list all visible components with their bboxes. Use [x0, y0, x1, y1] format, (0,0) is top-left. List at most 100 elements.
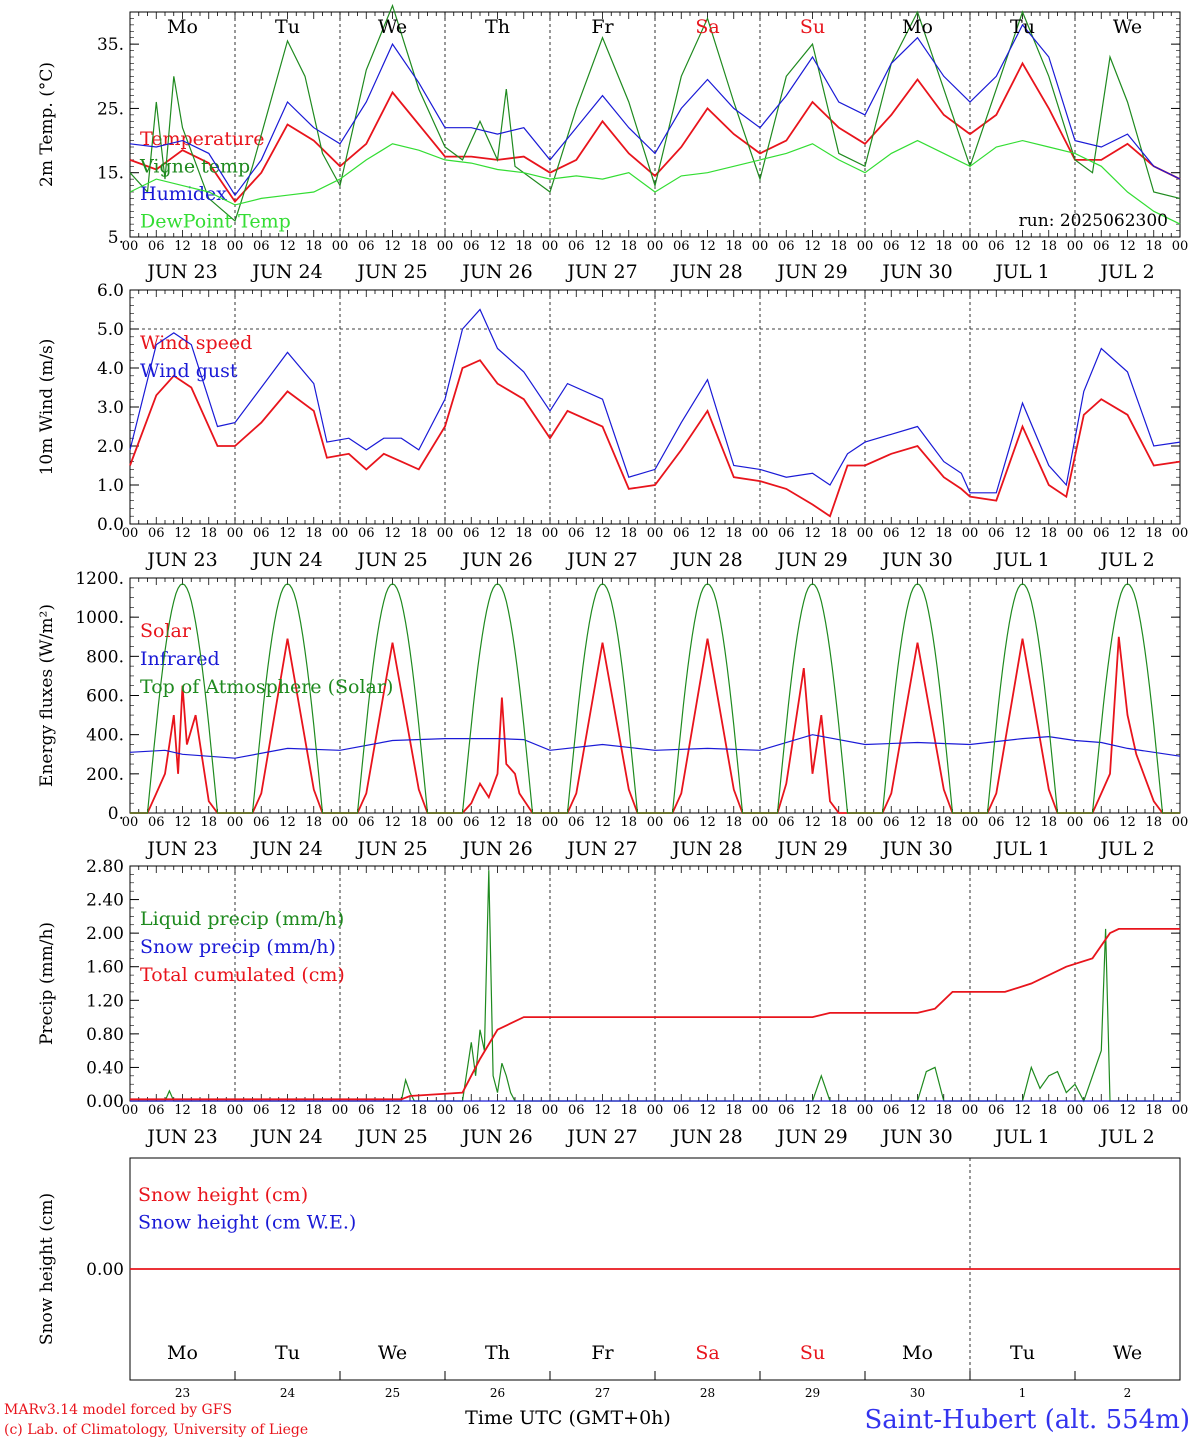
hour-tick-label: 06: [673, 1103, 690, 1118]
hour-tick-label: 00: [542, 526, 559, 541]
hour-tick-label: 18: [620, 815, 637, 830]
hour-tick-label: 18: [1145, 1103, 1162, 1118]
weekday-label: Mo: [167, 1342, 198, 1364]
hour-tick-label: 12: [489, 815, 506, 830]
hour-tick-label: 00: [1172, 239, 1189, 254]
hour-tick-label: 00: [1067, 526, 1084, 541]
weekday-label: We: [378, 16, 407, 38]
weekday-label: Mo: [902, 1342, 933, 1364]
hour-tick-label: 12: [804, 1103, 821, 1118]
y-tick-label: 400.: [86, 726, 124, 746]
series-line-3-2: [129, 734, 1181, 759]
weekday-label: Fr: [591, 16, 614, 38]
date-label: JUN 24: [250, 1126, 322, 1148]
hour-tick-label: 06: [1093, 239, 1110, 254]
legend-entry: Humidex: [140, 183, 227, 205]
hour-tick-label: 00: [647, 239, 664, 254]
hour-tick-label: 00: [332, 239, 349, 254]
date-label: JUN 25: [355, 838, 427, 860]
series-line-4-3: [130, 928, 1180, 1101]
date-label: JUN 30: [880, 261, 952, 283]
hour-tick-label: 00: [122, 526, 139, 541]
hour-tick-label: 18: [935, 526, 952, 541]
hour-tick-label: 12: [699, 815, 716, 830]
date-label: JUL 2: [1098, 261, 1154, 283]
date-label: JUN 30: [880, 1126, 952, 1148]
weekday-label: Su: [800, 16, 825, 38]
y-tick-label: 0.: [108, 804, 124, 824]
hour-tick-label: 00: [1067, 815, 1084, 830]
hour-tick-label: 06: [1093, 1103, 1110, 1118]
y-axis-label: Precip (mm/h): [37, 922, 57, 1045]
date-label: JUN 27: [565, 261, 637, 283]
weekday-label: Tu: [275, 16, 300, 38]
hour-tick-label: 18: [515, 815, 532, 830]
hour-tick-label: 00: [227, 815, 244, 830]
weekday-label: Tu: [1010, 16, 1035, 38]
hour-tick-label: 12: [699, 526, 716, 541]
hour-tick-label: 00: [332, 815, 349, 830]
y-tick-label: 1.0: [97, 476, 124, 496]
weekday-label: We: [378, 1342, 407, 1364]
date-label: JUN 29: [775, 838, 847, 860]
hour-tick-label: 00: [1067, 1103, 1084, 1118]
hour-tick-label: 00: [122, 815, 139, 830]
hour-tick-label: 18: [305, 526, 322, 541]
hour-tick-label: 18: [1145, 815, 1162, 830]
hour-tick-label: 12: [279, 1103, 296, 1118]
hour-tick-label: 06: [253, 526, 270, 541]
y-tick-label: 0.0: [97, 515, 124, 535]
date-label: JUN 26: [460, 549, 532, 571]
date-label: JUN 24: [250, 261, 322, 283]
day-number-label: 2: [1124, 1386, 1132, 1400]
hour-tick-label: 18: [515, 526, 532, 541]
hour-tick-label: 18: [200, 239, 217, 254]
legend-entry: Temperature: [140, 128, 264, 150]
date-label: JUN 30: [880, 549, 952, 571]
date-label: JUL 1: [993, 1126, 1049, 1148]
day-number-label: 26: [490, 1386, 505, 1400]
hour-tick-label: 06: [358, 239, 375, 254]
hour-tick-label: 18: [305, 239, 322, 254]
date-label: JUN 28: [670, 261, 742, 283]
series-line-2-1: [129, 359, 1181, 518]
hour-tick-label: 12: [804, 239, 821, 254]
hour-tick-label: 06: [463, 1103, 480, 1118]
hour-tick-label: 18: [830, 1103, 847, 1118]
legend-entry: Snow height (cm W.E.): [138, 1212, 356, 1234]
y-tick-label: 2.0: [97, 437, 124, 457]
hour-tick-label: 00: [227, 526, 244, 541]
date-label: JUN 30: [880, 838, 952, 860]
legend-entry: Wind speed: [140, 332, 252, 354]
hour-tick-label: 18: [935, 239, 952, 254]
hour-tick-label: 06: [148, 1103, 165, 1118]
hour-tick-label: 12: [384, 815, 401, 830]
hour-tick-label: 06: [673, 815, 690, 830]
hour-tick-label: 00: [857, 1103, 874, 1118]
hour-tick-label: 00: [752, 239, 769, 254]
legend-entry: DewPoint Temp: [140, 211, 291, 233]
hour-tick-label: 18: [410, 1103, 427, 1118]
date-label: JUN 28: [670, 1126, 742, 1148]
series-line-1-4: [129, 139, 1181, 225]
hour-tick-label: 06: [883, 815, 900, 830]
y-tick-label: 1000.: [75, 608, 124, 628]
hour-tick-label: 00: [962, 815, 979, 830]
hour-tick-label: 12: [909, 1103, 926, 1118]
hour-tick-label: 12: [174, 1103, 191, 1118]
hour-tick-label: 00: [1172, 815, 1189, 830]
y-tick-label: 2.80: [86, 857, 124, 877]
panel-1: 00 06 12 18 JUN 23 00 06 12 18 JUN 24 00 06 12 18 JUN …: [37, 3, 1189, 283]
series-line-3-3: [130, 583, 1180, 814]
date-label: JUN 25: [355, 261, 427, 283]
panel-3: 00 06 12 18 JUN 23 00 06 12 18 JUN 24 00 06 12 18 JUN …: [37, 569, 1188, 860]
hour-tick-label: 00: [437, 815, 454, 830]
series-line-1-1: [129, 61, 1181, 204]
series-line-1-3: [129, 23, 1181, 197]
y-tick-label: 0.00: [86, 1260, 124, 1280]
date-label: JUN 29: [775, 261, 847, 283]
hour-tick-label: 12: [384, 239, 401, 254]
hour-tick-label: 00: [962, 1103, 979, 1118]
hour-tick-label: 18: [200, 1103, 217, 1118]
